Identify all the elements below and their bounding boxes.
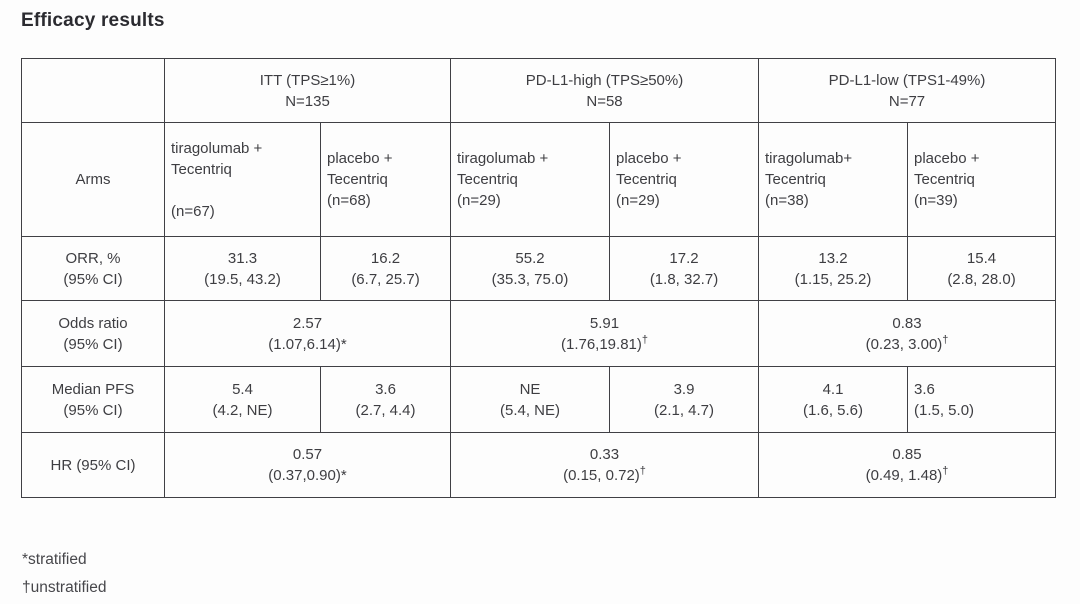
pfs-cell-low-tiragolumab: 4.1 (1.6, 5.6) [758,366,908,433]
ratio-value: 5.91 [589,314,620,332]
footnote-unstratified: †unstratified [22,579,107,596]
median-pfs-row-label: Median PFS (95% CI) [21,366,165,433]
ratio-ci: (1.07,6.14)* [171,334,444,355]
arm-cell-low-placebo: placebo + Tecentriq (n=39) [907,122,1056,237]
pfs-cell-itt-tiragolumab: 5.4 (4.2, NE) [164,366,321,433]
orr-cell-itt-placebo: 16.2 (6.7, 25.7) [320,236,451,301]
median-pfs-row: Median PFS (95% CI) 5.4 (4.2, NE) 3.6 (2… [21,366,1056,433]
arm-cell-high-placebo: placebo + Tecentriq (n=29) [609,122,759,237]
ratio-ci: (0.15, 0.72)† [457,465,752,486]
group-header-pdl1-high: PD-L1-high (TPS≥50%) N=58 [450,58,759,123]
ratio-value: 0.83 [892,314,922,332]
orr-cell-low-placebo: 15.4 (2.8, 28.0) [907,236,1056,301]
dagger-superscript: † [942,465,949,477]
ratio-value: 0.57 [292,446,323,463]
ratio-value: 0.85 [892,446,922,463]
arm-cell-itt-tiragolumab: tiragolumab + Tecentriq (n=67) [164,122,321,237]
ci-text: (0.49, 1.48) [865,467,943,484]
orr-cell-high-placebo: 17.2 (1.8, 32.7) [609,236,759,301]
arms-row-label: Arms [21,122,165,237]
footnote-stratified: *stratified [22,551,87,568]
pfs-cell-low-placebo: 3.6 (1.5, 5.0) [907,366,1056,433]
orr-cell-high-tiragolumab: 55.2 (35.3, 75.0) [450,236,610,301]
orr-cell-itt-tiragolumab: 31.3 (19.5, 43.2) [164,236,321,301]
ratio-ci: (0.23, 3.00)† [765,334,1049,355]
group-header-itt: ITT (TPS≥1%) N=135 [164,58,451,123]
ci-text: (0.37,0.90)* [268,467,347,484]
ci-text: (1.07,6.14)* [268,335,347,353]
orr-cell-low-tiragolumab: 13.2 (1.15, 25.2) [758,236,908,301]
odds-ratio-row-label: Odds ratio (95% CI) [21,300,165,367]
efficacy-results-table: ITT (TPS≥1%) N=135 PD-L1-high (TPS≥50%) … [21,58,1056,498]
ci-text: (0.23, 3.00) [865,335,943,353]
arm-cell-low-tiragolumab: tiragolumab+ Tecentriq (n=38) [758,122,908,237]
ci-text: (0.15, 0.72) [563,467,640,484]
hr-cell-high: 0.33 (0.15, 0.72)† [450,432,759,498]
ratio-ci: (1.76,19.81)† [457,334,752,355]
dagger-superscript: † [639,465,646,477]
header-empty-cell [21,58,165,123]
ratio-ci: (0.37,0.90)* [171,465,444,486]
orr-row: ORR, % (95% CI) 31.3 (19.5, 43.2) 16.2 (… [21,236,1056,301]
pfs-cell-high-tiragolumab: NE (5.4, NE) [450,366,610,433]
hr-row-label: HR (95% CI) [21,432,165,498]
dagger-superscript: † [641,333,648,346]
ratio-value: 2.57 [292,314,323,332]
group-header-row: ITT (TPS≥1%) N=135 PD-L1-high (TPS≥50%) … [21,58,1056,123]
hr-cell-itt: 0.57 (0.37,0.90)* [164,432,451,498]
arms-row: Arms tiragolumab + Tecentriq (n=67) plac… [21,122,1056,237]
pfs-cell-itt-placebo: 3.6 (2.7, 4.4) [320,366,451,433]
odds-ratio-cell-high: 5.91 (1.76,19.81)† [450,300,759,367]
page-title: Efficacy results [21,10,165,31]
arm-cell-itt-placebo: placebo + Tecentriq (n=68) [320,122,451,237]
ratio-ci: (0.49, 1.48)† [765,465,1049,486]
hr-cell-low: 0.85 (0.49, 1.48)† [758,432,1056,498]
dagger-superscript: † [942,333,949,346]
footnotes: *stratified †unstratified [22,546,106,602]
odds-ratio-cell-itt: 2.57 (1.07,6.14)* [164,300,451,367]
ci-text: (1.76,19.81) [560,335,642,353]
group-header-pdl1-low: PD-L1-low (TPS1-49%) N=77 [758,58,1056,123]
arm-cell-high-tiragolumab: tiragolumab + Tecentriq (n=29) [450,122,610,237]
orr-row-label: ORR, % (95% CI) [21,236,165,301]
ratio-value: 0.33 [589,446,620,463]
hr-row: HR (95% CI) 0.57 (0.37,0.90)* 0.33 (0.15… [21,432,1056,498]
pfs-cell-high-placebo: 3.9 (2.1, 4.7) [609,366,759,433]
odds-ratio-row: Odds ratio (95% CI) 2.57 (1.07,6.14)* 5.… [21,300,1056,367]
odds-ratio-cell-low: 0.83 (0.23, 3.00)† [758,300,1056,367]
